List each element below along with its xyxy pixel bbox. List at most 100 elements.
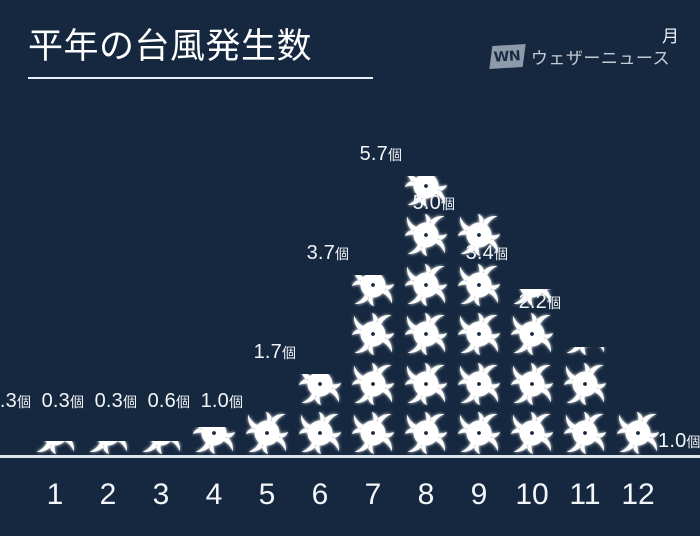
typhoon-icon	[347, 358, 399, 408]
value-number: 3.7	[306, 241, 335, 264]
value-label: 1.0個	[658, 431, 700, 451]
typhoon-glyph	[192, 427, 236, 455]
typhoon-icon-partial	[559, 308, 611, 358]
page-title: 平年の台風発生数	[28, 27, 313, 66]
value-number: 3.4	[465, 241, 494, 264]
typhoon-icon	[453, 308, 505, 358]
value-number: 1.7	[253, 340, 282, 363]
title-underline	[28, 77, 373, 79]
typhoon-glyph	[351, 312, 395, 356]
value-number: 1.0	[200, 390, 229, 412]
month-label-6: 6	[311, 478, 329, 511]
month-label-2: 2	[99, 478, 117, 511]
value-unit: 個	[229, 394, 243, 410]
pictogram-chart: 0.3個 0.3個 0.3個	[0, 92, 700, 457]
value-number: 0.3	[41, 390, 70, 412]
value-unit: 個	[17, 394, 31, 410]
typhoon-glyph	[298, 373, 342, 406]
typhoon-icon	[400, 308, 452, 358]
typhoon-icon	[559, 358, 611, 408]
month-label-8: 8	[417, 478, 435, 511]
typhoon-glyph	[457, 312, 501, 356]
typhoon-glyph	[510, 411, 554, 455]
value-unit: 個	[494, 245, 508, 262]
value-unit: 個	[335, 245, 349, 262]
value-unit: 個	[441, 196, 455, 212]
typhoon-icon	[400, 358, 452, 408]
typhoon-icon	[294, 407, 346, 457]
typhoon-icon	[453, 358, 505, 408]
typhoon-glyph	[404, 213, 448, 257]
value-label: 3.4個	[466, 243, 508, 263]
typhoon-glyph	[510, 288, 554, 307]
typhoon-glyph	[139, 441, 183, 455]
typhoon-icon-partial	[347, 259, 399, 309]
brand-logo: WN ウェザーニュース	[489, 43, 670, 69]
value-label: 0.3個	[42, 391, 84, 411]
typhoon-glyph	[351, 274, 395, 307]
typhoon-glyph	[563, 362, 607, 406]
month-label-9: 9	[470, 478, 488, 511]
typhoon-glyph	[404, 263, 448, 307]
month-label-4: 4	[205, 478, 223, 511]
value-number: 2.2	[518, 291, 547, 313]
value-number: 0.6	[147, 390, 176, 412]
value-label: 0.3個	[0, 391, 31, 411]
typhoon-icon-partial	[400, 160, 452, 210]
typhoon-icon	[506, 358, 558, 408]
typhoon-glyph	[563, 347, 607, 356]
typhoon-icon-partial	[506, 259, 558, 309]
typhoon-icon	[400, 407, 452, 457]
typhoon-glyph	[457, 411, 501, 455]
typhoon-icon	[506, 308, 558, 358]
value-label: 0.6個	[148, 391, 190, 411]
typhoon-icon	[347, 407, 399, 457]
value-label: 1.7個	[254, 342, 296, 362]
typhoon-glyph	[404, 175, 448, 208]
typhoon-glyph	[351, 362, 395, 406]
value-unit: 個	[282, 344, 296, 361]
typhoon-icon	[612, 407, 664, 457]
value-label: 1.0個	[201, 391, 243, 411]
value-unit: 個	[547, 295, 561, 311]
typhoon-glyph	[457, 213, 501, 257]
month-label-3: 3	[152, 478, 170, 511]
typhoon-icon	[559, 407, 611, 457]
month-label-5: 5	[258, 478, 276, 511]
value-number: 5.7	[359, 142, 388, 165]
typhoon-icon-partial	[29, 407, 81, 457]
value-unit: 個	[388, 146, 402, 163]
typhoon-glyph	[457, 263, 501, 307]
typhoon-glyph	[404, 312, 448, 356]
typhoon-glyph	[404, 411, 448, 455]
typhoon-icon-partial	[294, 358, 346, 408]
typhoon-icon	[400, 209, 452, 259]
typhoon-icon	[506, 407, 558, 457]
typhoon-glyph	[33, 441, 77, 455]
value-number: 0.3	[94, 390, 123, 412]
x-axis-labels: 1 2 3 4 5 6 7 8 9 10 11 12	[0, 462, 700, 536]
typhoon-icon-partial	[188, 407, 240, 457]
wn-logo-icon: WN	[489, 43, 526, 69]
typhoon-glyph	[298, 411, 342, 455]
value-label: 0.3個	[95, 391, 137, 411]
typhoon-glyph	[563, 411, 607, 455]
value-label: 2.2個	[519, 292, 561, 312]
typhoon-glyph	[86, 441, 130, 455]
typhoon-icon	[347, 308, 399, 358]
typhoon-glyph	[616, 411, 660, 455]
value-number: 5.0	[412, 192, 441, 214]
value-label: 3.7個	[307, 243, 349, 263]
typhoon-glyph	[351, 411, 395, 455]
typhoon-glyph	[457, 362, 501, 406]
typhoon-glyph	[510, 312, 554, 356]
month-label-10: 10	[515, 478, 549, 511]
value-number: 0.3	[0, 390, 17, 412]
value-unit: 個	[686, 434, 700, 450]
typhoon-icon-partial	[135, 407, 187, 457]
brand-mark-text: WN	[493, 47, 522, 65]
typhoon-icon	[453, 259, 505, 309]
typhoon-glyph	[404, 362, 448, 406]
typhoon-icon	[400, 259, 452, 309]
header: 平年の台風発生数 WN ウェザーニュース	[0, 0, 700, 92]
